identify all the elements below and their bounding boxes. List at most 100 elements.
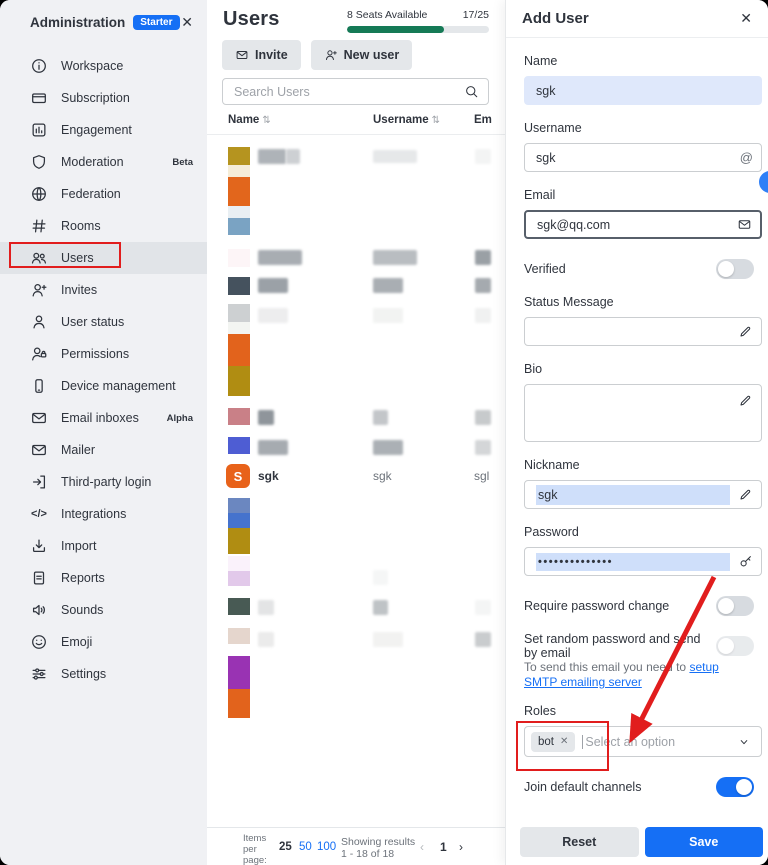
sidebar-item-permissions[interactable]: Permissions	[0, 338, 207, 370]
redacted-text	[373, 278, 403, 293]
per-page-option-25[interactable]: 25	[279, 841, 292, 853]
sidebar-item-label: Integrations	[61, 507, 127, 521]
save-button[interactable]: Save	[644, 827, 763, 857]
redacted-text	[258, 410, 274, 425]
sidebar-item-email-inboxes[interactable]: Email inboxes Alpha	[0, 402, 207, 434]
users-list: S sgk sgk sgl	[207, 136, 505, 827]
column-header-email[interactable]: Em	[474, 114, 492, 126]
admin-sidebar: Administration Starter ✕ Workspace Subscr…	[0, 0, 207, 865]
sidebar-item-user-status[interactable]: User status	[0, 306, 207, 338]
join-default-channels-toggle[interactable]	[716, 777, 754, 797]
engagement-icon	[30, 121, 48, 139]
password-field[interactable]: ••••••••••••••	[524, 547, 762, 576]
sidebar-item-reports[interactable]: Reports	[0, 562, 207, 594]
search-icon	[464, 84, 479, 99]
sidebar-item-label: Sounds	[61, 603, 104, 617]
current-page[interactable]: 1	[440, 840, 447, 854]
bio-field[interactable]	[524, 384, 762, 442]
rooms-icon	[30, 217, 48, 235]
import-icon	[30, 537, 48, 555]
sidebar-item-engagement[interactable]: Engagement	[0, 114, 207, 146]
sidebar-item-federation[interactable]: Federation	[0, 178, 207, 210]
redacted-avatar	[228, 556, 250, 571]
sidebar-item-moderation[interactable]: Moderation Beta	[0, 146, 207, 178]
username-label: Username	[524, 121, 582, 135]
sidebar-item-label: Reports	[61, 571, 105, 585]
role-chip-bot[interactable]: bot ✕	[531, 731, 576, 752]
redacted-text	[258, 632, 274, 647]
invite-button[interactable]: Invite	[222, 40, 301, 70]
close-panel-icon[interactable]: ✕	[740, 10, 752, 26]
redacted-avatar	[228, 513, 250, 528]
chevron-down-icon	[737, 735, 751, 749]
set-random-password-label: Set random password and send by email	[524, 632, 701, 660]
search-users-box[interactable]	[222, 78, 489, 105]
set-random-password-toggle[interactable]	[716, 636, 754, 656]
sidebar-item-rooms[interactable]: Rooms	[0, 210, 207, 242]
username-field[interactable]: sgk @	[524, 143, 762, 172]
sidebar-item-settings[interactable]: Settings	[0, 658, 207, 690]
close-admin-icon[interactable]: ✕	[181, 13, 193, 30]
sidebar-item-invites[interactable]: Invites	[0, 274, 207, 306]
sidebar-item-third-party-login[interactable]: Third-party login	[0, 466, 207, 498]
add-user-panel: Add User ✕ Name sgk Username sgk @ Email …	[505, 0, 768, 865]
sidebar-item-workspace[interactable]: Workspace	[0, 50, 207, 82]
plan-badge: Starter	[133, 14, 180, 30]
roles-select[interactable]: bot ✕ Select an option	[524, 726, 762, 757]
name-field[interactable]: sgk	[524, 76, 762, 105]
redacted-text	[475, 278, 491, 293]
per-page-option-100[interactable]: 100	[317, 841, 337, 853]
invite-button-label: Invite	[255, 48, 288, 62]
sidebar-item-subscription[interactable]: Subscription	[0, 82, 207, 114]
sidebar-item-label: Engagement	[61, 123, 132, 137]
search-users-input[interactable]	[232, 83, 464, 100]
email-inboxes-icon	[30, 409, 48, 427]
federation-icon	[30, 185, 48, 203]
user-row-sgk[interactable]: S sgk sgk sgl	[207, 463, 505, 491]
mail-icon	[737, 217, 752, 232]
per-page-option-50[interactable]: 50	[299, 841, 312, 853]
seats-count: 17/25	[462, 9, 489, 21]
redacted-avatar	[228, 277, 250, 295]
redacted-avatar	[228, 249, 250, 267]
email-field[interactable]: sgk@qq.com	[524, 210, 762, 239]
sidebar-item-users[interactable]: Users	[0, 242, 207, 274]
verified-toggle[interactable]	[716, 259, 754, 279]
sidebar-item-mailer[interactable]: Mailer	[0, 434, 207, 466]
require-password-change-toggle[interactable]	[716, 596, 754, 616]
email-label: Email	[524, 188, 556, 202]
sidebar-item-label: Workspace	[61, 59, 124, 73]
sidebar-item-label: Third-party login	[61, 475, 152, 489]
new-user-button[interactable]: New user	[310, 40, 413, 70]
new-user-button-label: New user	[343, 48, 400, 62]
sidebar-item-emoji[interactable]: Emoji	[0, 626, 207, 658]
person-plus-icon	[324, 48, 338, 62]
sidebar-item-import[interactable]: Import	[0, 530, 207, 562]
admin-title: Administration	[30, 14, 126, 30]
prev-page-icon[interactable]: ‹	[420, 840, 424, 854]
redacted-text	[286, 149, 300, 164]
redacted-text	[373, 600, 388, 615]
roles-label: Roles	[524, 704, 556, 718]
redacted-text	[258, 600, 274, 615]
sort-icon: ⇅	[262, 115, 271, 126]
redacted-avatar	[228, 571, 250, 586]
status-message-field[interactable]	[524, 317, 762, 346]
sidebar-item-integrations[interactable]: </> Integrations	[0, 498, 207, 530]
mailer-icon	[30, 441, 48, 459]
sidebar-item-label: Emoji	[61, 635, 93, 649]
stage-badge: Beta	[172, 156, 193, 168]
showing-results: Showing results 1 - 18 of 18	[341, 836, 416, 860]
pencil-icon	[738, 324, 753, 339]
sidebar-item-device-management[interactable]: Device management	[0, 370, 207, 402]
sidebar-item-sounds[interactable]: Sounds	[0, 594, 207, 626]
sidebar-item-label: Permissions	[61, 347, 130, 361]
nickname-field[interactable]: sgk	[524, 480, 762, 509]
reset-button[interactable]: Reset	[520, 827, 639, 857]
column-header-username[interactable]: Username ⇅	[373, 114, 441, 126]
remove-role-icon[interactable]: ✕	[560, 736, 569, 747]
column-header-name[interactable]: Name ⇅	[228, 114, 271, 126]
next-page-icon[interactable]: ›	[459, 840, 463, 854]
settings-icon	[30, 665, 48, 683]
seats-available-widget: 8 Seats Available 17/25	[347, 6, 489, 33]
